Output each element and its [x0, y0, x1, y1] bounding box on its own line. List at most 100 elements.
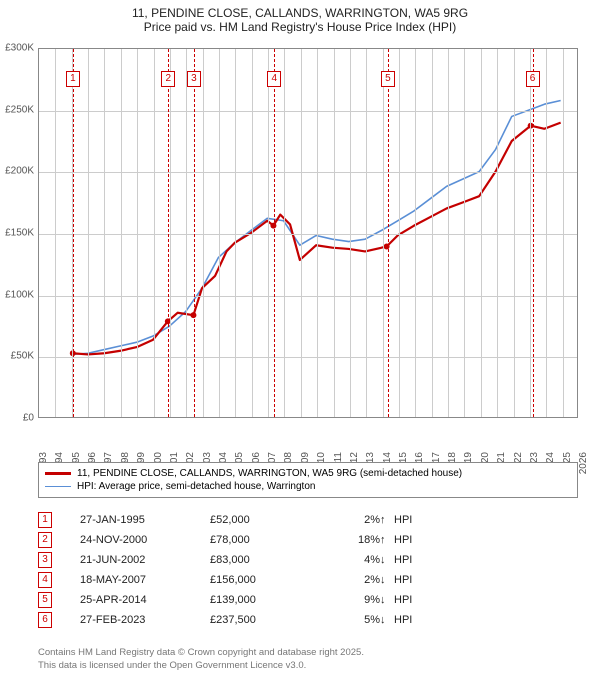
chart-legend: 11, PENDINE CLOSE, CALLANDS, WARRINGTON,… — [38, 462, 578, 498]
table-row: 5 25-APR-2014£139,0009%↓HPI — [38, 590, 578, 610]
gridline-vertical — [284, 49, 285, 417]
x-axis: 1993199419951996199719981999200020012002… — [38, 420, 578, 460]
chart-title-line1: 11, PENDINE CLOSE, CALLANDS, WARRINGTON,… — [10, 6, 590, 20]
gridline-vertical — [366, 49, 367, 417]
gridline-vertical — [481, 49, 482, 417]
y-tick-label: £200K — [5, 166, 34, 177]
gridline-vertical — [399, 49, 400, 417]
sale-price: £52,000 — [210, 514, 320, 526]
sale-delta: 9% — [320, 594, 380, 606]
gridline-vertical — [219, 49, 220, 417]
gridline-vertical — [350, 49, 351, 417]
legend-row: 11, PENDINE CLOSE, CALLANDS, WARRINGTON,… — [45, 467, 571, 480]
gridline-vertical — [464, 49, 465, 417]
gridline-vertical — [137, 49, 138, 417]
hpi-label: HPI — [394, 514, 434, 526]
footer-line1: Contains HM Land Registry data © Crown c… — [38, 647, 364, 659]
gridline-vertical — [301, 49, 302, 417]
y-tick-label: £100K — [5, 289, 34, 300]
chart-plot-area: 123456 — [38, 48, 578, 418]
hpi-label: HPI — [394, 574, 434, 586]
hpi-label: HPI — [394, 554, 434, 566]
gridline-vertical — [415, 49, 416, 417]
sale-delta: 5% — [320, 614, 380, 626]
arrow-down-icon: ↓ — [380, 574, 394, 586]
sale-marker-line — [73, 49, 74, 417]
arrow-up-icon: ↑ — [380, 514, 394, 526]
gridline-vertical — [383, 49, 384, 417]
sale-date: 18-MAY-2007 — [80, 574, 210, 586]
footer-attribution: Contains HM Land Registry data © Crown c… — [38, 647, 364, 672]
sale-date: 21-JUN-2002 — [80, 554, 210, 566]
sale-delta: 4% — [320, 554, 380, 566]
footer-line2: This data is licensed under the Open Gov… — [38, 660, 364, 672]
y-tick-label: £0 — [23, 413, 34, 424]
gridline-vertical — [530, 49, 531, 417]
sale-marker-box: 5 — [381, 71, 395, 87]
legend-row: HPI: Average price, semi-detached house,… — [45, 480, 571, 493]
y-tick-label: £300K — [5, 43, 34, 54]
gridline-vertical — [317, 49, 318, 417]
gridline-vertical — [563, 49, 564, 417]
sale-number-box: 6 — [38, 612, 52, 628]
gridline-vertical — [186, 49, 187, 417]
gridline-vertical — [497, 49, 498, 417]
sale-marker-box: 4 — [267, 71, 281, 87]
y-tick-label: £150K — [5, 228, 34, 239]
sale-date: 25-APR-2014 — [80, 594, 210, 606]
gridline-vertical — [546, 49, 547, 417]
gridline-vertical — [88, 49, 89, 417]
sale-number-box: 5 — [38, 592, 52, 608]
gridline-vertical — [154, 49, 155, 417]
sale-marker-box: 3 — [187, 71, 201, 87]
legend-swatch — [45, 486, 71, 488]
y-axis: £0£50K£100K£150K£200K£250K£300K — [0, 48, 36, 418]
sale-price: £237,500 — [210, 614, 320, 626]
sale-marker-box: 1 — [66, 71, 80, 87]
arrow-up-icon: ↑ — [380, 534, 394, 546]
series-hpi — [72, 101, 561, 355]
sale-date: 27-JAN-1995 — [80, 514, 210, 526]
sale-marker-line — [388, 49, 389, 417]
gridline-vertical — [514, 49, 515, 417]
table-row: 1 27-JAN-1995£52,0002%↑HPI — [38, 510, 578, 530]
chart-title-line2: Price paid vs. HM Land Registry's House … — [10, 20, 590, 34]
sale-number-box: 1 — [38, 512, 52, 528]
arrow-down-icon: ↓ — [380, 594, 394, 606]
sale-price: £78,000 — [210, 534, 320, 546]
gridline-vertical — [203, 49, 204, 417]
chart-title-block: 11, PENDINE CLOSE, CALLANDS, WARRINGTON,… — [0, 0, 600, 38]
sale-delta: 2% — [320, 514, 380, 526]
sale-price: £156,000 — [210, 574, 320, 586]
sale-marker-line — [168, 49, 169, 417]
sale-price: £139,000 — [210, 594, 320, 606]
sale-marker-line — [194, 49, 195, 417]
gridline-vertical — [170, 49, 171, 417]
x-tick-label: 2026 — [578, 452, 589, 474]
sales-table: 127-JAN-1995£52,0002%↑HPI224-NOV-2000£78… — [38, 510, 578, 630]
hpi-label: HPI — [394, 534, 434, 546]
arrow-down-icon: ↓ — [380, 554, 394, 566]
gridline-vertical — [268, 49, 269, 417]
sale-delta: 2% — [320, 574, 380, 586]
gridline-vertical — [448, 49, 449, 417]
hpi-label: HPI — [394, 594, 434, 606]
table-row: 627-FEB-2023£237,5005%↓HPI — [38, 610, 578, 630]
table-row: 418-MAY-2007£156,0002%↓HPI — [38, 570, 578, 590]
gridline-vertical — [121, 49, 122, 417]
sale-number-box: 2 — [38, 532, 52, 548]
sale-marker-box: 2 — [161, 71, 175, 87]
sale-price: £83,000 — [210, 554, 320, 566]
sale-marker-box: 6 — [526, 71, 540, 87]
table-row: 3 21-JUN-2002£83,0004%↓HPI — [38, 550, 578, 570]
sale-date: 27-FEB-2023 — [80, 614, 210, 626]
legend-swatch — [45, 472, 71, 474]
legend-label: 11, PENDINE CLOSE, CALLANDS, WARRINGTON,… — [77, 468, 462, 479]
gridline-vertical — [104, 49, 105, 417]
chart-container: 11, PENDINE CLOSE, CALLANDS, WARRINGTON,… — [0, 0, 600, 680]
sale-number-box: 3 — [38, 552, 52, 568]
y-tick-label: £50K — [11, 351, 34, 362]
gridline-vertical — [235, 49, 236, 417]
sale-marker-line — [533, 49, 534, 417]
gridline-vertical — [55, 49, 56, 417]
